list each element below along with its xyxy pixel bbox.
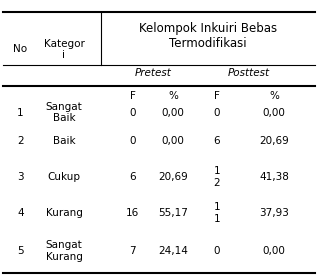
Text: 16: 16	[126, 208, 139, 218]
Text: Pretest: Pretest	[134, 68, 171, 78]
Text: 41,38: 41,38	[259, 172, 289, 182]
Text: 4: 4	[17, 208, 24, 218]
Text: 24,14: 24,14	[158, 246, 188, 256]
Text: 0,00: 0,00	[162, 108, 184, 118]
Text: 55,17: 55,17	[158, 208, 188, 218]
Text: 0,00: 0,00	[263, 246, 286, 256]
Text: 6: 6	[129, 172, 136, 182]
Text: 20,69: 20,69	[259, 136, 289, 146]
Text: 1
2: 1 2	[213, 166, 220, 188]
Text: 1: 1	[17, 108, 24, 118]
Text: 5: 5	[17, 246, 24, 256]
Text: Kelompok Inkuiri Bebas
Termodifikasi: Kelompok Inkuiri Bebas Termodifikasi	[139, 22, 277, 50]
Text: 0: 0	[213, 246, 220, 256]
Text: 3: 3	[17, 172, 24, 182]
Text: Sangat
Baik: Sangat Baik	[45, 102, 82, 123]
Text: 2: 2	[17, 136, 24, 146]
Text: Baik: Baik	[53, 136, 75, 146]
Text: 0: 0	[129, 136, 136, 146]
Text: %: %	[168, 91, 178, 101]
Text: F: F	[129, 91, 135, 101]
Text: 6: 6	[213, 136, 220, 146]
Text: Cukup: Cukup	[47, 172, 80, 182]
Text: %: %	[269, 91, 279, 101]
Text: 37,93: 37,93	[259, 208, 289, 218]
Text: 20,69: 20,69	[158, 172, 188, 182]
Text: 0: 0	[129, 108, 136, 118]
Text: F: F	[214, 91, 220, 101]
Text: No: No	[13, 45, 27, 54]
Text: 0,00: 0,00	[162, 136, 184, 146]
Text: Sangat
Kurang: Sangat Kurang	[45, 240, 82, 262]
Text: 0,00: 0,00	[263, 108, 286, 118]
Text: Kurang: Kurang	[45, 208, 82, 218]
Text: Posttest: Posttest	[228, 68, 270, 78]
Text: 0: 0	[213, 108, 220, 118]
Text: 1
1: 1 1	[213, 202, 220, 223]
Text: Kategor
i: Kategor i	[44, 39, 84, 60]
Text: 7: 7	[129, 246, 136, 256]
